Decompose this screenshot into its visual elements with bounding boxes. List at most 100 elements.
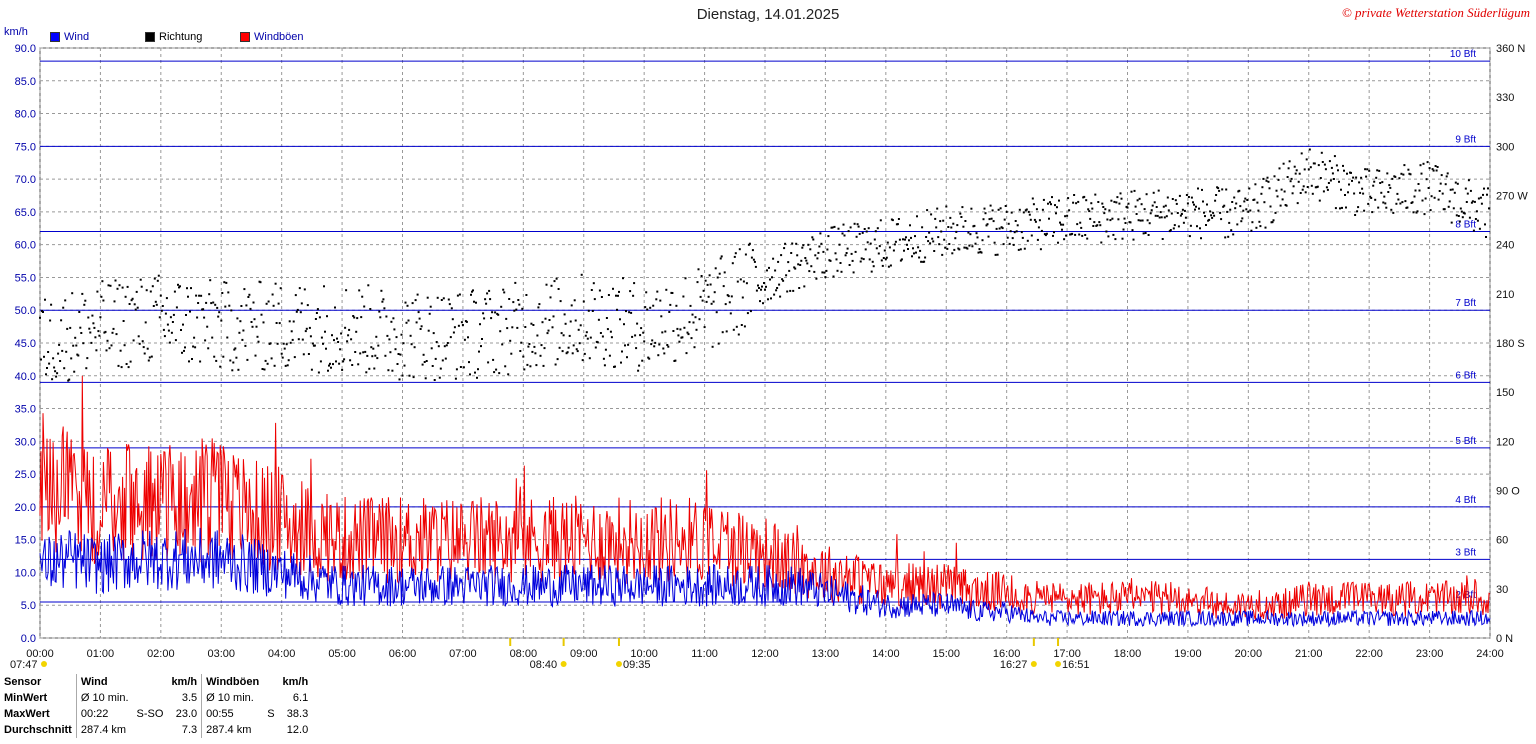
direction-point	[736, 280, 739, 283]
direction-point	[1374, 198, 1377, 201]
direction-point	[1261, 186, 1264, 189]
legend-item-direction: Richtung	[145, 31, 202, 43]
direction-point	[504, 365, 507, 368]
direction-point	[1394, 175, 1397, 178]
direction-point	[1354, 214, 1357, 216]
direction-point	[1052, 234, 1054, 237]
direction-point	[904, 238, 906, 241]
direction-point	[1121, 237, 1124, 240]
direction-point	[216, 306, 219, 309]
beaufort-label: 4 Bft	[1455, 495, 1476, 506]
sun-marker-label: 08:40	[530, 659, 558, 671]
direction-point	[353, 316, 356, 319]
direction-point	[752, 258, 755, 261]
direction-point	[188, 360, 190, 363]
direction-point	[236, 317, 239, 320]
direction-point	[571, 352, 574, 355]
beaufort-label: 8 Bft	[1455, 220, 1476, 231]
direction-point	[1120, 197, 1123, 200]
direction-point	[1018, 208, 1021, 211]
direction-point	[69, 326, 72, 329]
direction-point	[284, 364, 287, 367]
direction-point	[636, 322, 639, 325]
direction-point	[853, 222, 856, 225]
direction-point	[1470, 201, 1473, 204]
direction-point	[1012, 243, 1015, 246]
x-tick-label: 05:00	[328, 648, 356, 660]
direction-point	[841, 232, 844, 235]
direction-point	[479, 323, 481, 326]
direction-point	[1155, 206, 1158, 208]
direction-point	[62, 306, 65, 309]
direction-point	[1064, 215, 1067, 218]
direction-point	[803, 285, 806, 288]
direction-point	[1370, 197, 1373, 199]
direction-point	[1476, 219, 1479, 222]
direction-point	[490, 317, 493, 320]
direction-point	[121, 286, 124, 289]
direction-point	[240, 305, 243, 307]
direction-point	[806, 262, 809, 265]
direction-point	[54, 370, 57, 373]
direction-point	[1021, 236, 1024, 239]
direction-point	[1247, 210, 1250, 213]
direction-point	[276, 342, 279, 345]
direction-point	[132, 339, 135, 342]
direction-point	[66, 327, 69, 330]
direction-point	[394, 348, 397, 351]
x-tick-label: 07:00	[449, 648, 477, 660]
direction-point	[367, 284, 370, 287]
direction-point	[1277, 178, 1280, 181]
direction-point	[1213, 214, 1216, 217]
direction-point	[525, 294, 528, 296]
direction-point	[779, 295, 782, 298]
direction-point	[387, 369, 390, 372]
y-left-tick-label: 90.0	[15, 43, 36, 55]
direction-point	[1029, 218, 1032, 221]
direction-point	[92, 322, 95, 325]
direction-point	[277, 302, 280, 305]
direction-point	[423, 361, 426, 363]
direction-point	[100, 295, 103, 298]
direction-point	[421, 363, 424, 366]
direction-point	[1183, 209, 1186, 212]
direction-point	[1446, 172, 1449, 175]
direction-point	[1232, 233, 1235, 236]
direction-point	[1035, 208, 1038, 211]
sun-icon	[1055, 661, 1062, 667]
direction-point	[1363, 209, 1366, 212]
direction-point	[607, 294, 610, 296]
direction-point	[74, 336, 77, 339]
direction-point	[403, 364, 406, 367]
direction-point	[140, 285, 143, 288]
direction-point	[1146, 219, 1149, 222]
direction-point	[1320, 151, 1323, 154]
direction-point	[1117, 218, 1120, 221]
direction-point	[786, 290, 789, 293]
direction-point	[1169, 229, 1172, 231]
direction-point	[601, 335, 604, 338]
direction-point	[1205, 224, 1207, 226]
direction-point	[879, 219, 882, 222]
direction-point	[103, 331, 106, 334]
direction-point	[368, 367, 371, 370]
y-left-tick-label: 25.0	[15, 469, 36, 481]
direction-point	[115, 333, 118, 336]
direction-point	[1271, 221, 1274, 224]
direction-point	[59, 360, 62, 362]
summary-row-max: MaxWert 00:22 S-SO 23.0 00:55 S 38.3	[0, 706, 312, 722]
direction-point	[558, 346, 561, 349]
direction-point	[1352, 176, 1355, 179]
direction-point	[1362, 192, 1365, 195]
direction-point	[1361, 187, 1364, 190]
direction-point	[453, 326, 456, 329]
summary-cell: Ø 10 min.	[75, 690, 133, 706]
direction-point	[1122, 228, 1125, 231]
direction-point	[1298, 172, 1301, 175]
legend-item-gust: Windböen	[240, 31, 304, 43]
direction-point	[1415, 211, 1418, 214]
direction-point	[357, 363, 360, 366]
direction-point	[929, 242, 932, 245]
direction-point	[206, 325, 209, 328]
direction-point	[757, 284, 759, 287]
